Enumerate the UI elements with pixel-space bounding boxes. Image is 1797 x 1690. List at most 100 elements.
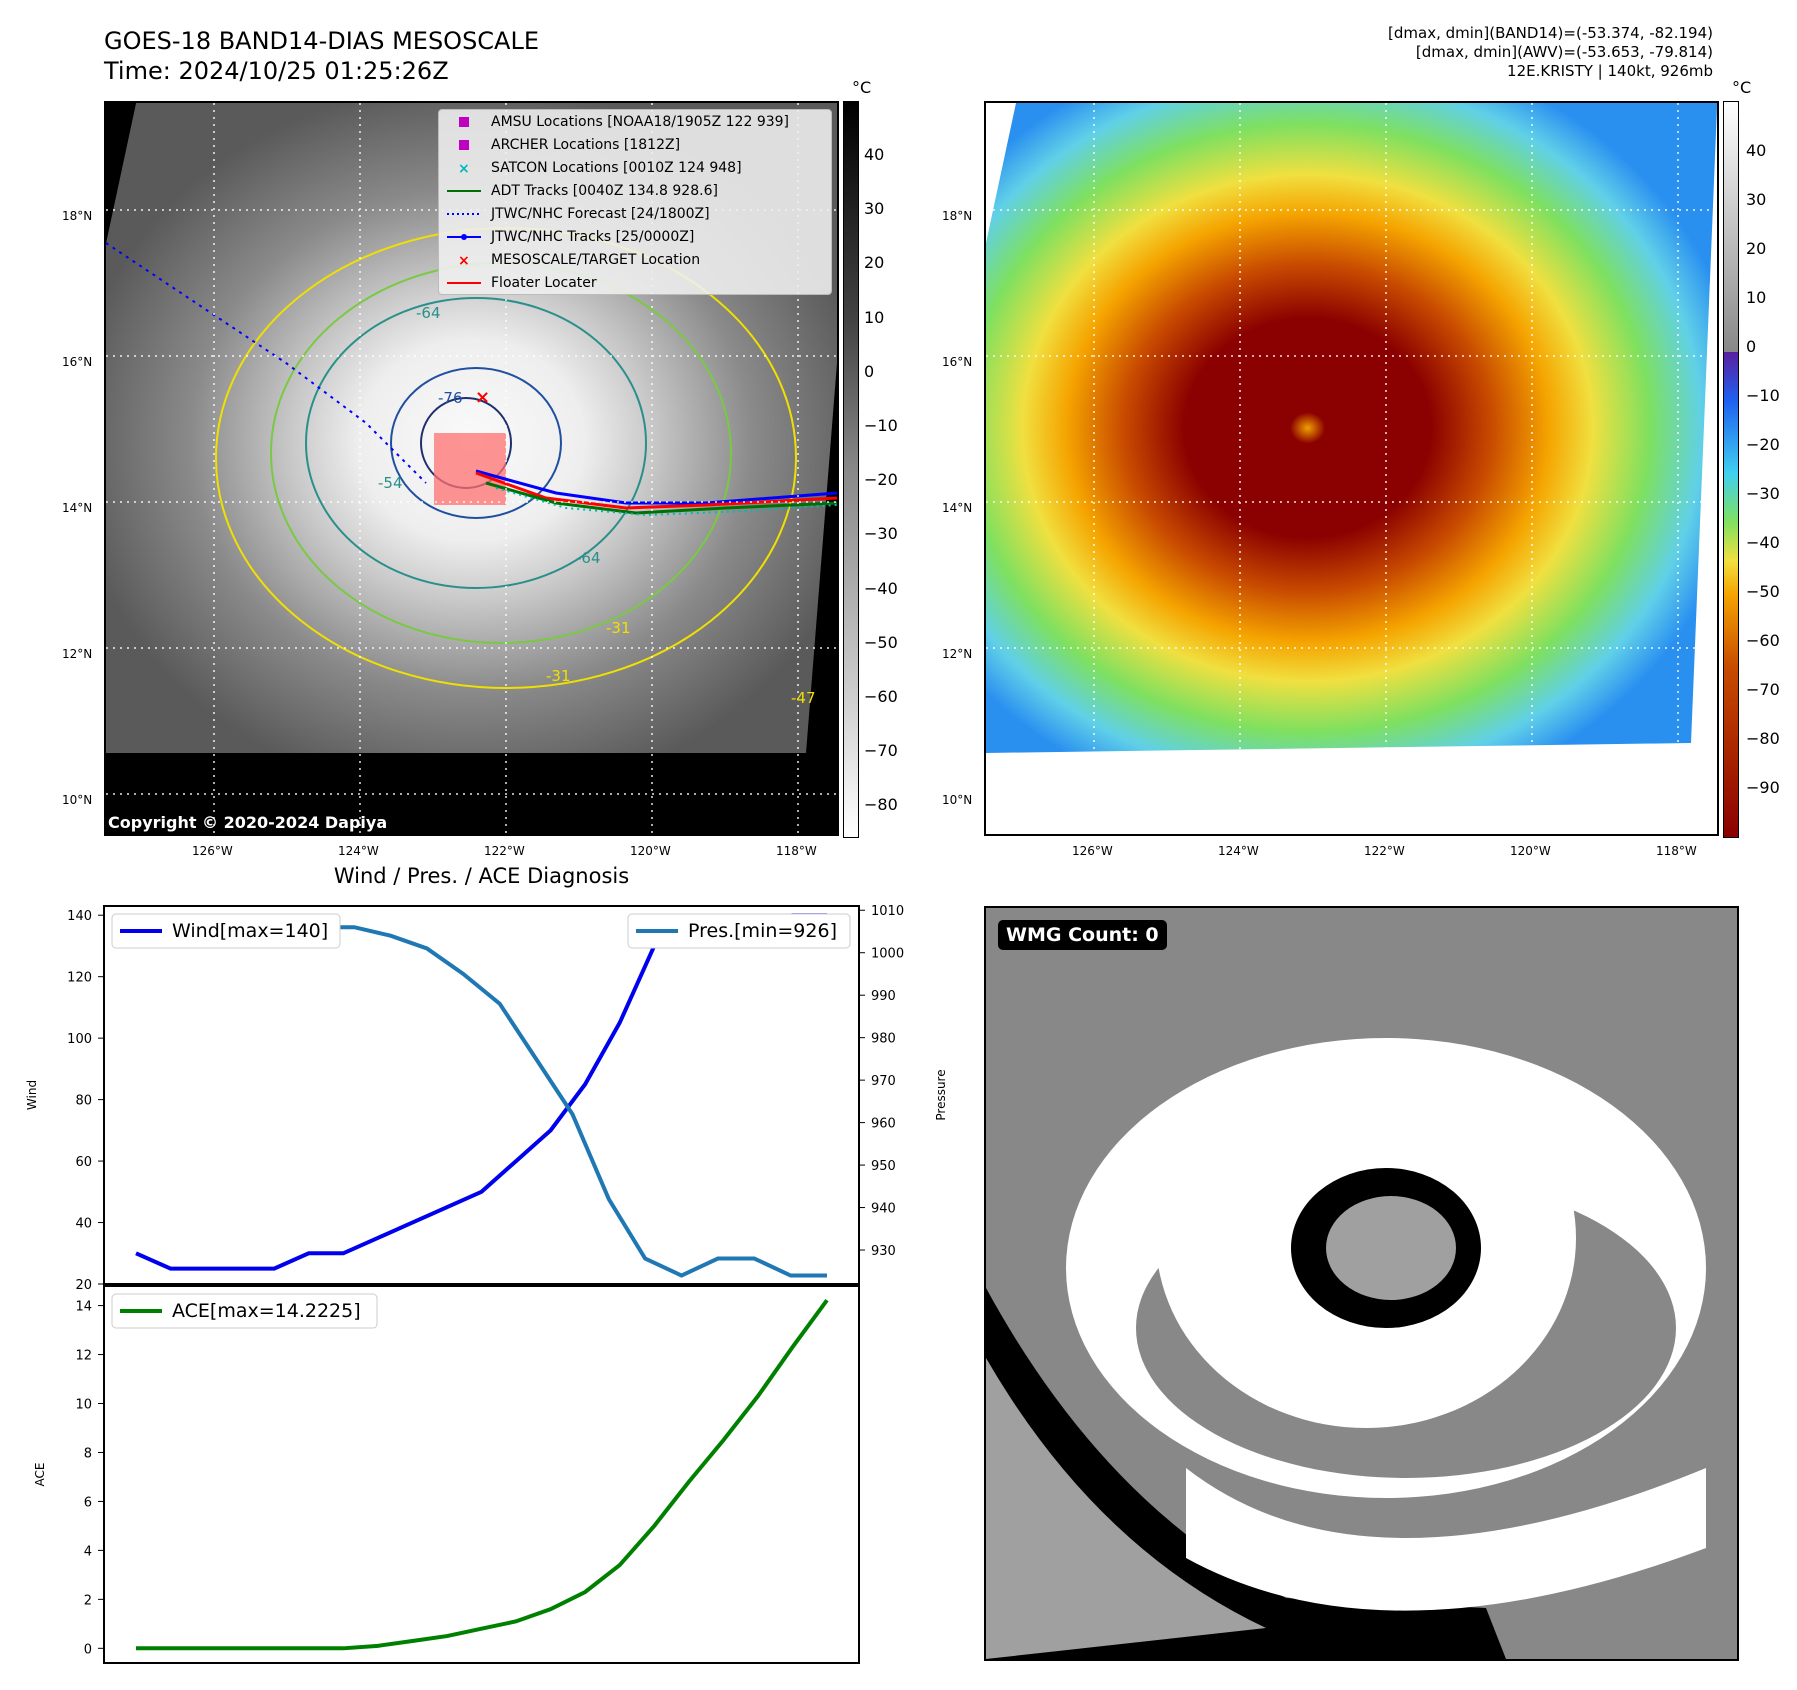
wind-tick-label: 140 [67, 909, 92, 924]
awv-lat-label: 10°N [942, 793, 973, 807]
ir-colorbar-tick: −50 [864, 632, 898, 652]
ir-colorbar-tick: 40 [864, 145, 885, 164]
awv-colorbar-unit: °C [1732, 78, 1752, 97]
figure-title: GOES-18 BAND14-DIAS MESOSCALE [104, 27, 540, 55]
wmg-panel: WMG Count: 0 [984, 906, 1739, 1661]
awv-colorbar-tick: −50 [1746, 582, 1780, 601]
ir-map-panel: × -64 -76 -54 -64 -31 -31 -47 Copyright … [104, 101, 839, 836]
contour-label-2: -76 [438, 389, 463, 407]
legend-label: JTWC/NHC Tracks [25/0000Z] [491, 228, 695, 245]
ace-tick-label: 4 [84, 1544, 92, 1559]
legend-symbol [447, 188, 481, 194]
wind-line [135, 913, 827, 1271]
legend-item: ARCHER Locations [1812Z] [439, 133, 831, 156]
pres-tick-label: 980 [871, 1032, 896, 1047]
legend-item: ADT Tracks [0040Z 134.8 928.6] [439, 179, 831, 202]
legend-label: JTWC/NHC Forecast [24/1800Z] [491, 205, 710, 222]
awv-colorbar-tick: 0 [1746, 337, 1757, 356]
awv-map-image [986, 103, 1717, 834]
awv-lon-label: 120°W [1510, 844, 1551, 858]
awv-lon-label: 124°W [1218, 844, 1259, 858]
wind-tick-label: 80 [75, 1094, 92, 1109]
ir-lon-label: 118°W [776, 844, 817, 858]
pressure-axis-label: Pressure [934, 1069, 948, 1120]
ir-colorbar-tick: 10 [864, 307, 885, 327]
awv-map-panel [984, 101, 1719, 836]
ir-lat-label: 16°N [62, 355, 93, 369]
wind-axis-label: Wind [25, 1080, 39, 1110]
pres-tick-label: 960 [871, 1117, 896, 1132]
awv-colorbar-tick: −90 [1746, 778, 1780, 797]
wind-tick-label: 100 [67, 1032, 92, 1047]
wind-tick-label: 40 [75, 1217, 92, 1232]
contour-label-6: -31 [546, 667, 571, 685]
contour-label-1: -64 [416, 304, 441, 322]
ir-colorbar-tick: 0 [864, 361, 875, 381]
pres-tick-label: 1000 [871, 947, 904, 962]
legend-label: AMSU Locations [NOAA18/1905Z 122 939] [491, 113, 790, 130]
wind-pres-axes [103, 905, 860, 1285]
contour-label-3: -54 [378, 474, 403, 492]
legend-item: JTWC/NHC Tracks [25/0000Z] [439, 225, 831, 248]
ace-axes [103, 1285, 860, 1664]
ace-tick-label: 6 [84, 1495, 92, 1510]
awv-lon-label: 126°W [1072, 844, 1113, 858]
legend-label: SATCON Locations [0010Z 124 948] [491, 159, 742, 176]
ir-colorbar [843, 101, 859, 838]
ace-axis-label: ACE [33, 1463, 47, 1487]
awv-colorbar-tick: −70 [1746, 680, 1780, 699]
wind-tick-label: 120 [67, 971, 92, 986]
ir-colorbar-tick: 20 [864, 253, 885, 273]
pres-tick-label: 950 [871, 1159, 896, 1174]
pressure-line [136, 920, 827, 1278]
legend-item: AMSU Locations [NOAA18/1905Z 122 939] [439, 110, 831, 133]
svg-text:×: × [458, 253, 470, 267]
legend-label: MESOSCALE/TARGET Location [491, 251, 701, 268]
awv-lat-label: 18°N [942, 209, 973, 223]
awv-colorbar-tick: 30 [1746, 190, 1767, 209]
legend-label: Floater Locater [491, 274, 597, 291]
legend-label: ARCHER Locations [1812Z] [491, 136, 681, 153]
pres-tick-label: 1010 [871, 904, 904, 919]
pres-tick-label: 970 [871, 1074, 896, 1089]
legend-label: ADT Tracks [0040Z 134.8 928.6] [491, 182, 718, 199]
ir-lon-label: 124°W [338, 844, 379, 858]
ace-tick-label: 12 [75, 1349, 92, 1364]
awv-lon-label: 118°W [1656, 844, 1697, 858]
legend-symbol [447, 139, 481, 151]
legend-symbol [447, 211, 481, 217]
ace-legend-label: ACE[max=14.2225] [172, 1300, 361, 1322]
awv-colorbar-tick: 10 [1746, 288, 1767, 307]
track-legend: AMSU Locations [NOAA18/1905Z 122 939] ARC… [438, 109, 832, 295]
ir-colorbar-tick: −40 [864, 578, 898, 598]
ir-colorbar-tick: −30 [864, 524, 898, 544]
legend-symbol [447, 233, 481, 241]
awv-colorbar-tick: 40 [1746, 141, 1767, 160]
contour-label-5: -31 [606, 619, 631, 637]
ir-lat-label: 12°N [62, 647, 93, 661]
svg-text:×: × [458, 161, 470, 175]
ace-tick-label: 10 [75, 1398, 92, 1413]
legend-symbol: × [447, 161, 481, 175]
wind-tick-label: 60 [75, 1155, 92, 1170]
awv-colorbar [1723, 101, 1739, 838]
awv-stats: [dmax, dmin](AWV)=(-53.653, -79.814) [1415, 43, 1713, 61]
svg-text:×: × [475, 387, 490, 408]
legend-item: JTWC/NHC Forecast [24/1800Z] [439, 202, 831, 225]
ace-line [136, 1298, 829, 1651]
pressure-legend-box [627, 913, 851, 949]
awv-colorbar-tick: −30 [1746, 484, 1780, 503]
pres-tick-label: 930 [871, 1244, 896, 1259]
ir-colorbar-tick: 30 [864, 199, 885, 219]
contour-label-4: -64 [576, 549, 601, 567]
copyright-label: Copyright © 2020-2024 Dapiya [108, 813, 388, 832]
legend-item: × SATCON Locations [0010Z 124 948] [439, 156, 831, 179]
diagnosis-chart: 1401201008060402010101000990980970960950… [25, 904, 948, 1664]
ir-lat-label: 14°N [62, 501, 93, 515]
awv-lat-label: 14°N [942, 501, 973, 515]
ace-tick-label: 0 [84, 1642, 92, 1657]
storm-info: 12E.KRISTY | 140kt, 926mb [1507, 62, 1713, 80]
legend-item: × MESOSCALE/TARGET Location [439, 248, 831, 271]
pres-tick-label: 990 [871, 989, 896, 1004]
ace-tick-label: 2 [84, 1593, 92, 1608]
